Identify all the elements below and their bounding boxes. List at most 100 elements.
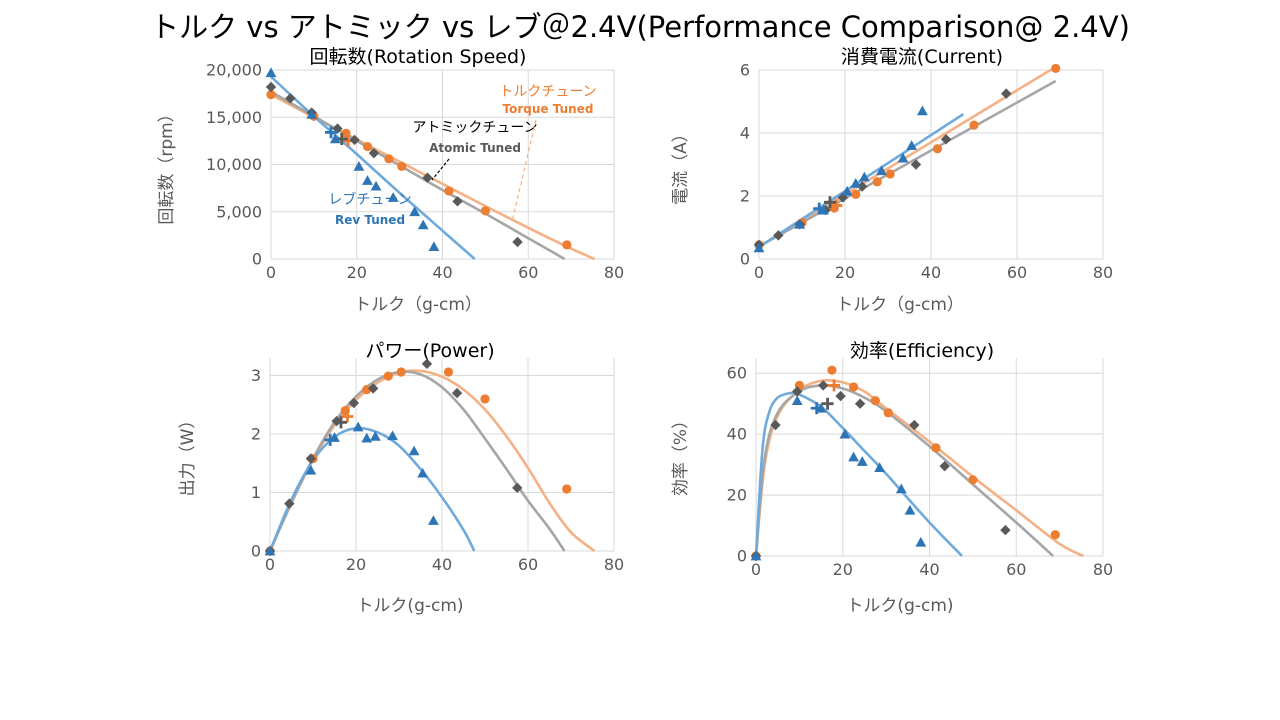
atomic-data-point [818, 380, 829, 391]
atomic-operating-point [334, 416, 347, 429]
x-tick-label: 60 [518, 555, 538, 574]
rev-data-point [874, 462, 886, 472]
atomic-operating-point [821, 397, 834, 410]
atomic-data-point [940, 134, 952, 145]
atomic-fit-line [268, 370, 566, 552]
rev-annotation-ja: レブチューン [328, 191, 411, 208]
y-tick-label: 20 [727, 486, 747, 505]
torque-data-point [562, 240, 572, 250]
rev-data-point [841, 185, 853, 196]
y-tick-label: 0 [252, 250, 262, 269]
rev-data-point [839, 428, 851, 439]
atomic-data-point [512, 236, 523, 248]
rev-data-point [876, 165, 887, 176]
current-chart: 0 20 40 60 80 0 2 4 6 消費電流(Current) トルク（g-cm） 電流（A） [671, 46, 1113, 315]
rev-data-point [370, 180, 382, 191]
power-chart: 0 20 40 60 80 0 1 2 3 パワー(Power) トルク(g-cm) 出力（W） [178, 340, 624, 616]
torque-data-point [396, 367, 406, 377]
atomic-annotation-ja: アトミックチューン [412, 120, 537, 136]
y-tick-label: 2 [740, 187, 750, 206]
rev-data-point [794, 218, 806, 229]
atomic-data-point [348, 397, 360, 409]
x-tick-label: 40 [919, 560, 939, 579]
rev-fit-line [754, 391, 963, 557]
x-tick-label: 40 [921, 263, 941, 282]
x-tick-label: 80 [1093, 560, 1113, 579]
rev-data-point [428, 241, 440, 252]
x-axis-label: トルク（g-cm） [836, 295, 964, 315]
rev-data-point [387, 192, 399, 202]
atomic-data-point [368, 383, 379, 394]
rev-data-point [917, 105, 928, 116]
page-title: トルク vs アトミック vs レブ＠2.4V(Performance Comp… [150, 10, 1130, 44]
y-axis-label: 出力（W） [178, 412, 198, 497]
rev-data-point [895, 483, 907, 494]
rev-data-point [750, 550, 762, 561]
x-tick-label: 80 [1093, 263, 1113, 282]
rev-fit-line [270, 75, 476, 260]
torque-data-point [969, 120, 979, 130]
rev-data-point [352, 421, 364, 432]
atomic-data-point [305, 453, 317, 464]
torque-operating-point [828, 379, 841, 392]
torque-data-point [383, 371, 393, 381]
x-tick-label: 0 [751, 560, 761, 579]
atomic-data-point [349, 134, 360, 146]
y-axis-label: 効率（%） [671, 412, 691, 496]
y-tick-label: 4 [740, 124, 750, 143]
x-tick-label: 40 [432, 555, 452, 574]
torque-data-point [480, 394, 490, 404]
x-tick-label: 60 [1007, 263, 1027, 282]
torque-data-point [883, 408, 893, 418]
rev-operating-point [810, 402, 823, 415]
y-axis-label: 回転数（rpm） [157, 105, 177, 224]
rev-data-point [904, 504, 916, 515]
rev-annotation-en: Rev Tuned [335, 213, 405, 227]
x-tick-label: 20 [833, 560, 853, 579]
x-axis-label: トルク(g-cm) [356, 596, 463, 616]
chart-title: 回転数(Rotation Speed) [310, 46, 527, 68]
rev-data-point [856, 456, 868, 466]
rev-data-point [361, 432, 373, 443]
torque-data-point [1051, 63, 1061, 74]
atomic-data-point [773, 230, 784, 241]
atomic-data-point [285, 93, 296, 104]
rev-data-point [408, 445, 420, 456]
atomic-data-point [837, 192, 849, 203]
rev-data-point [858, 171, 870, 182]
torque-annotation-leader [511, 119, 537, 223]
atomic-data-point [909, 419, 920, 431]
chart-title: 効率(Efficiency) [850, 340, 994, 362]
atomic-data-point [368, 147, 380, 159]
y-tick-label: 60 [727, 364, 747, 383]
atomic-data-point [857, 181, 868, 192]
atomic-data-point [910, 159, 922, 170]
y-tick-label: 20,000 [206, 61, 262, 80]
rev-data-point [264, 545, 276, 556]
atomic-data-point [452, 196, 463, 207]
atomic-data-point [421, 358, 433, 370]
torque-data-point [362, 384, 372, 395]
torque-data-point [870, 396, 880, 406]
x-tick-label: 0 [754, 263, 764, 282]
y-tick-label: 0 [740, 250, 750, 269]
x-tick-label: 80 [604, 555, 624, 574]
rev-data-point [753, 242, 765, 253]
atomic-data-point [792, 386, 803, 397]
torque-data-point [931, 443, 941, 453]
x-tick-label: 20 [835, 263, 855, 282]
x-tick-label: 80 [604, 263, 624, 282]
rev-data-point [409, 206, 421, 217]
torque-fit-line [754, 378, 1085, 558]
rev-data-point [848, 451, 859, 462]
torque-data-point [848, 382, 859, 392]
rev-data-point [791, 395, 803, 405]
rev-data-point [329, 133, 341, 144]
rev-operating-point [324, 433, 337, 446]
atomic-operating-point [823, 196, 836, 209]
torque-data-point [872, 177, 882, 187]
atomic-data-point [1000, 524, 1011, 536]
torque-data-point [384, 154, 394, 164]
atomic-data-point [512, 482, 523, 494]
